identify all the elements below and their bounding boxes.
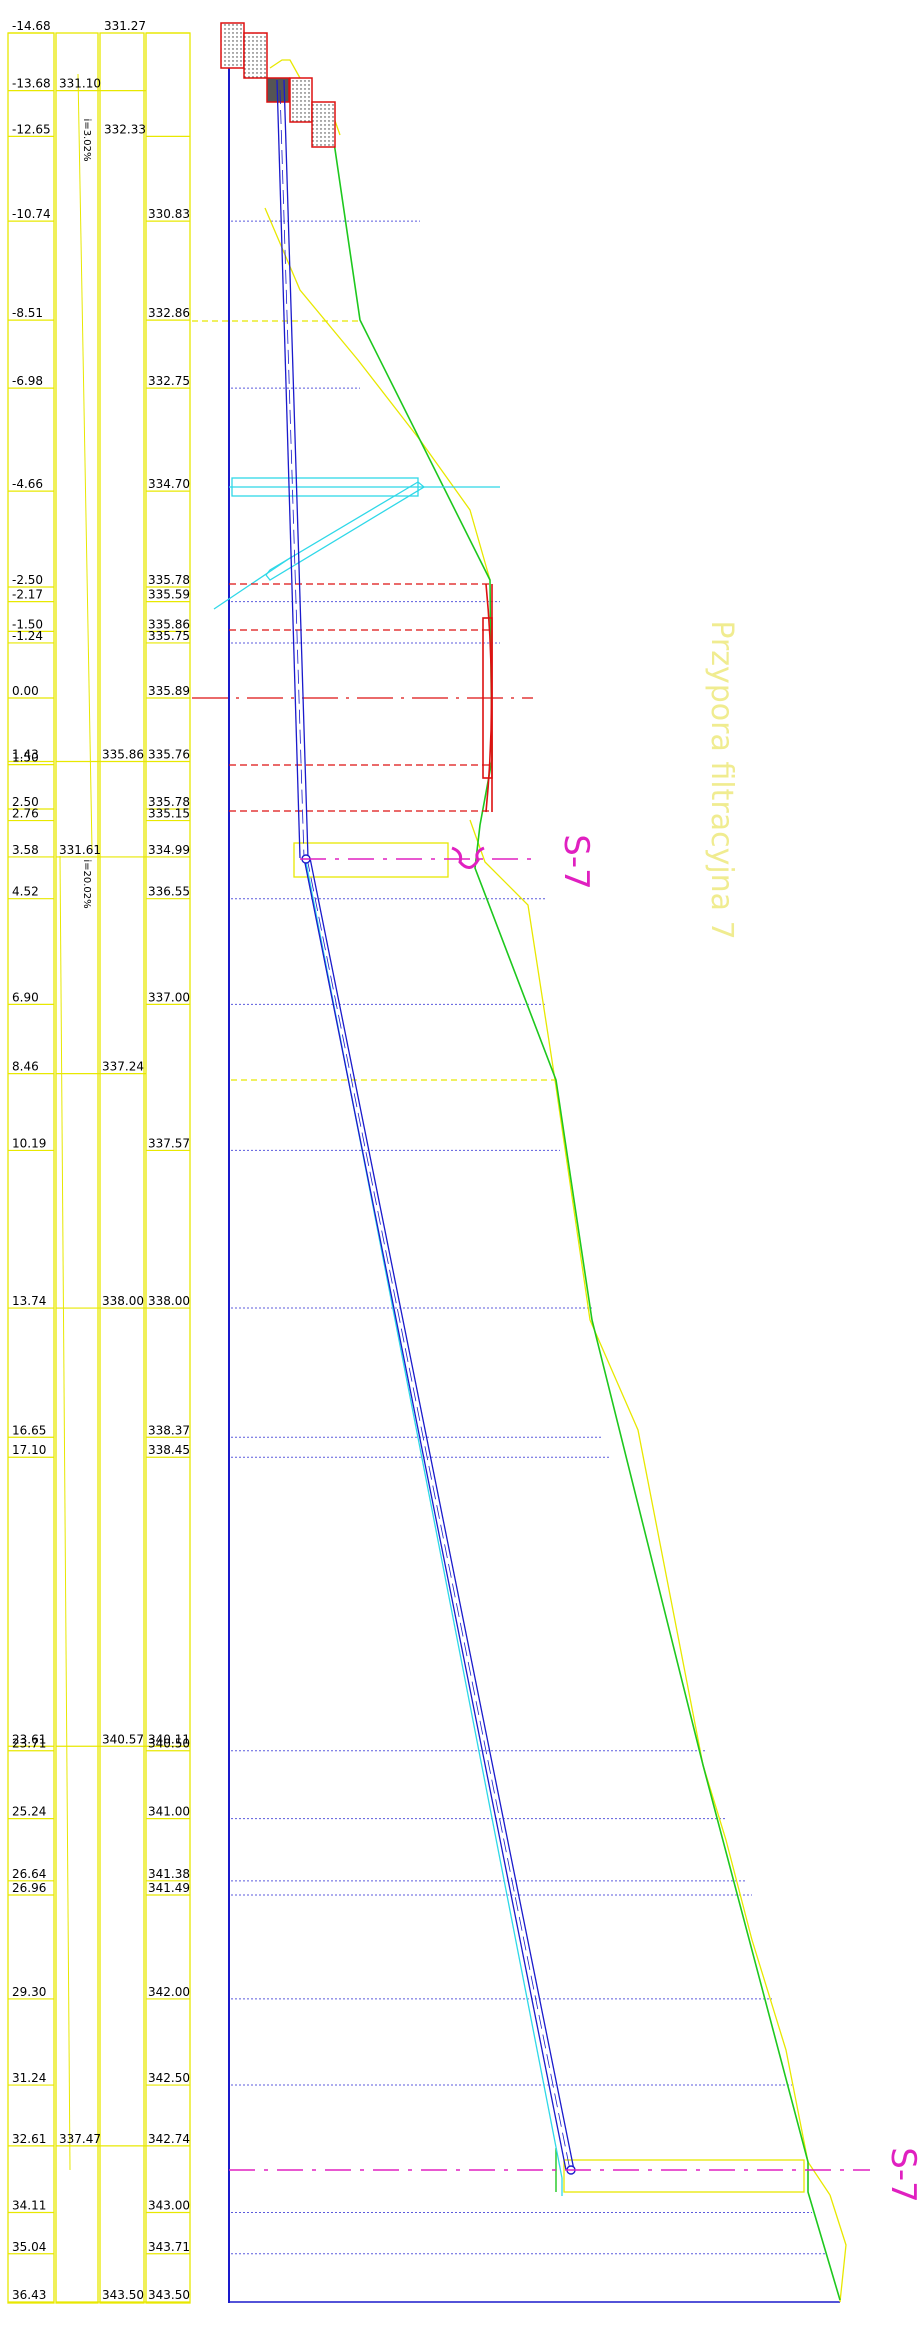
station-km: 6.90	[12, 990, 39, 1004]
station-km: 2.76	[12, 807, 39, 821]
station-design: 341.00	[148, 1805, 190, 1819]
station-design: 334.99	[148, 843, 190, 857]
station-design: 342.00	[148, 1985, 190, 1999]
station-km: -8.51	[12, 306, 43, 320]
station-design: 335.78	[148, 795, 190, 809]
station-design: 337.57	[148, 1136, 190, 1150]
station-design: 335.86	[148, 617, 190, 631]
station-ground: 340.57	[102, 1732, 144, 1746]
pipe-centerline	[279, 89, 571, 2171]
station-km: -2.17	[12, 588, 43, 602]
station-design: 342.50	[148, 2071, 190, 2085]
station-design: 343.71	[148, 2240, 190, 2254]
station-design: 330.83	[148, 207, 190, 221]
table-slope-lines	[59, 73, 93, 2171]
station-ground: 331.61	[59, 843, 101, 857]
station-km: -14.68	[12, 19, 51, 33]
station-km: 29.30	[12, 1985, 46, 1999]
slope-label-lower: i=20.02%	[81, 859, 92, 908]
station-design: 338.37	[148, 1423, 190, 1437]
station-design: 340.50	[148, 1737, 190, 1751]
station-km: 32.61	[12, 2132, 46, 2146]
station-km: -10.74	[12, 207, 51, 221]
section-lines	[229, 858, 870, 2171]
table-values: -14.68 331.27 -13.68 331.10 -12.65 332.33 -10.…	[12, 19, 190, 2302]
station-ground: 338.00	[102, 1294, 144, 1308]
station-design: 335.78	[148, 573, 190, 587]
station-km: 35.04	[12, 2240, 46, 2254]
station-km: -2.50	[12, 573, 43, 587]
station-design: 340.11	[148, 1732, 190, 1746]
station-km: 23.61	[12, 1732, 46, 1746]
station-km: -6.98	[12, 374, 43, 388]
station-design: 335.15	[148, 807, 190, 821]
drawing-title: Przypora filtracyjna 7	[704, 620, 739, 939]
station-design: 337.00	[148, 990, 190, 1004]
station-ground: 335.86	[102, 747, 144, 761]
station-km: 34.11	[12, 2198, 46, 2212]
station-ground: 337.24	[102, 1060, 144, 1074]
station-km: 8.46	[12, 1060, 39, 1074]
anchor-blocks	[220, 22, 336, 148]
station-design: 336.55	[148, 885, 190, 899]
station-km: -1.50	[12, 617, 43, 631]
table-row-lines	[8, 32, 190, 2303]
station-km: 31.24	[12, 2071, 46, 2085]
station-km: -13.68	[12, 77, 51, 91]
station-km: 25.24	[12, 1805, 46, 1819]
station-design: 332.33	[104, 122, 146, 136]
station-design: 338.45	[148, 1443, 190, 1457]
station-design: 343.00	[148, 2198, 190, 2212]
section-label-upper: S-7	[556, 834, 596, 889]
station-design: 341.38	[148, 1867, 190, 1881]
yellow-dashed-lines	[192, 320, 555, 1081]
station-ground: 331.10	[59, 77, 101, 91]
station-km: 16.65	[12, 1423, 46, 1437]
structure-outline	[264, 59, 847, 2303]
station-km: 4.52	[12, 885, 39, 899]
station-design: 335.75	[148, 629, 190, 643]
station-km: 0.00	[12, 684, 39, 698]
station-km: 1.43	[12, 747, 39, 761]
station-design: 332.75	[148, 374, 190, 388]
embankment-line	[329, 114, 841, 2301]
station-km: 36.43	[12, 2288, 46, 2302]
section-label-lower: S-7	[883, 2147, 922, 2202]
station-design: 342.74	[148, 2132, 190, 2146]
pipe-profile	[276, 79, 575, 2171]
station-design: 335.59	[148, 588, 190, 602]
station-design: 343.50	[148, 2288, 190, 2302]
station-km: 26.64	[12, 1867, 46, 1881]
station-km: 26.96	[12, 1881, 46, 1895]
station-km: 1.50	[12, 751, 39, 765]
drain-section	[482, 583, 493, 813]
station-km: 3.58	[12, 843, 39, 857]
station-km: 13.74	[12, 1294, 46, 1308]
station-design: 335.89	[148, 684, 190, 698]
station-grid-lines	[231, 220, 826, 2255]
station-km: -4.66	[12, 477, 43, 491]
station-design: 341.49	[148, 1881, 190, 1895]
station-ground: 337.47	[59, 2132, 101, 2146]
station-km: -12.65	[12, 122, 51, 136]
station-km: 23.71	[12, 1737, 46, 1751]
station-km: 17.10	[12, 1443, 46, 1457]
station-km: 2.50	[12, 795, 39, 809]
station-design: 331.27	[104, 19, 146, 33]
station-km: -1.24	[12, 629, 43, 643]
cyan-elements	[213, 477, 563, 2196]
slope-label-upper: i=3.02%	[81, 119, 92, 162]
station-design: 338.00	[148, 1294, 190, 1308]
drain-profile-marker	[451, 846, 485, 869]
station-design: 332.86	[148, 306, 190, 320]
station-design: 335.76	[148, 747, 190, 761]
station-design: 334.70	[148, 477, 190, 491]
station-km: 10.19	[12, 1136, 46, 1150]
station-ground: 343.50	[102, 2288, 144, 2302]
